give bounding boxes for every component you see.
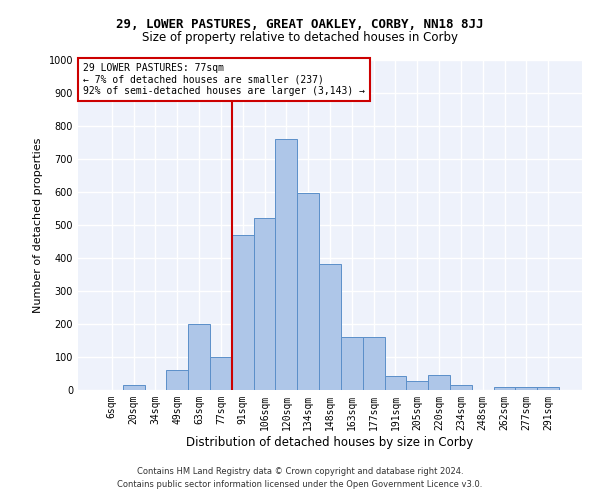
Bar <box>166 370 188 390</box>
Bar <box>450 386 472 390</box>
Bar <box>363 337 385 390</box>
Bar <box>123 386 145 390</box>
Bar <box>297 192 319 390</box>
Bar <box>428 375 450 390</box>
Bar <box>232 235 254 390</box>
Bar <box>385 376 406 390</box>
Bar <box>406 381 428 390</box>
Bar <box>494 388 515 390</box>
Bar <box>275 139 297 390</box>
Bar <box>537 388 559 390</box>
Text: Contains HM Land Registry data © Crown copyright and database right 2024.: Contains HM Land Registry data © Crown c… <box>137 467 463 476</box>
Text: 29 LOWER PASTURES: 77sqm
← 7% of detached houses are smaller (237)
92% of semi-d: 29 LOWER PASTURES: 77sqm ← 7% of detache… <box>83 64 365 96</box>
Bar <box>515 388 537 390</box>
Bar <box>319 264 341 390</box>
Bar <box>254 218 275 390</box>
Text: Size of property relative to detached houses in Corby: Size of property relative to detached ho… <box>142 31 458 44</box>
X-axis label: Distribution of detached houses by size in Corby: Distribution of detached houses by size … <box>187 436 473 448</box>
Text: 29, LOWER PASTURES, GREAT OAKLEY, CORBY, NN18 8JJ: 29, LOWER PASTURES, GREAT OAKLEY, CORBY,… <box>116 18 484 30</box>
Text: Contains public sector information licensed under the Open Government Licence v3: Contains public sector information licen… <box>118 480 482 489</box>
Bar <box>188 324 210 390</box>
Bar <box>210 357 232 390</box>
Y-axis label: Number of detached properties: Number of detached properties <box>33 138 43 312</box>
Bar <box>341 337 363 390</box>
